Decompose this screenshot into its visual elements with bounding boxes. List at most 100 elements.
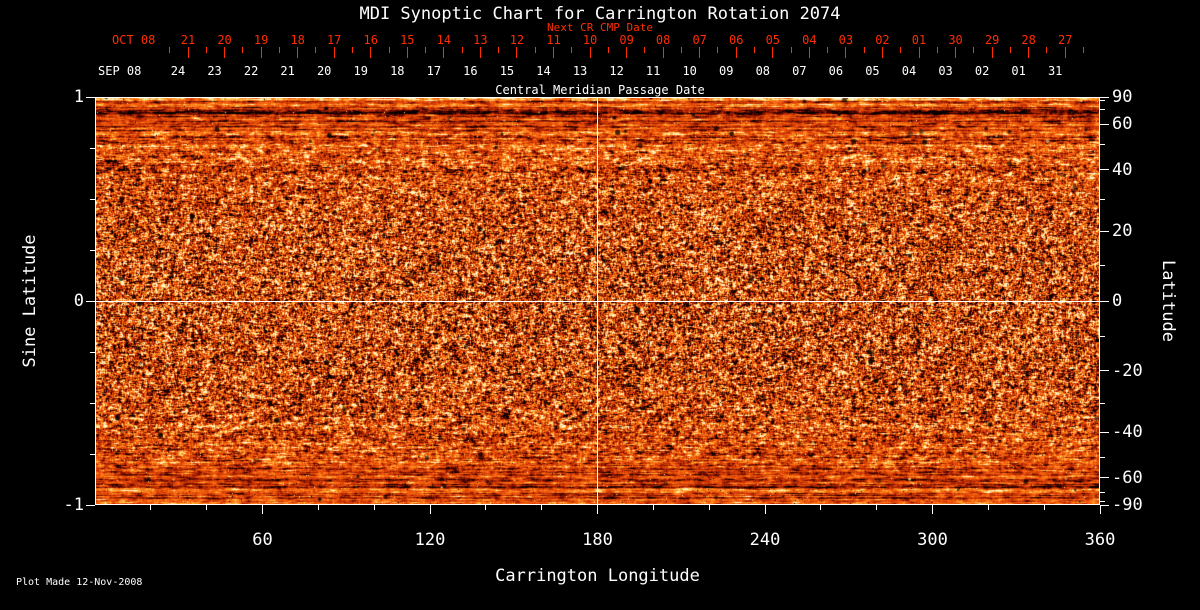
- right-minor-tick: [1100, 144, 1105, 145]
- cmp-date-label: 18: [379, 64, 415, 78]
- next-cr-minor-tick: [242, 47, 243, 53]
- next-cr-major-tick: [1065, 47, 1066, 58]
- bottom-minor-tick: [820, 505, 821, 510]
- cmp-date-label: 08: [745, 64, 781, 78]
- bottom-tick-label: 180: [568, 530, 628, 550]
- next-cr-major-tick: [919, 47, 920, 58]
- right-minor-tick: [1100, 492, 1105, 493]
- next-cr-date-label: 07: [682, 33, 718, 47]
- bottom-minor-tick: [988, 505, 989, 510]
- bottom-minor-tick: [541, 505, 542, 510]
- right-tick-label: -60: [1112, 468, 1143, 488]
- next-cr-minor-tick: [937, 47, 938, 53]
- bottom-major-tick: [765, 505, 766, 514]
- left-tick-label: 0: [48, 291, 84, 311]
- right-minor-tick: [1100, 403, 1105, 404]
- next-cr-major-tick: [516, 47, 517, 58]
- next-cr-major-tick: [663, 47, 664, 58]
- right-minor-tick: [1100, 336, 1105, 337]
- bottom-minor-tick: [206, 505, 207, 510]
- bottom-minor-tick: [485, 505, 486, 510]
- next-cr-date-label: 29: [974, 33, 1010, 47]
- bottom-tick-label: 240: [735, 530, 795, 550]
- next-cr-minor-tick: [535, 47, 536, 53]
- next-cr-date-label: 14: [426, 33, 462, 47]
- left-tick-label: 1: [48, 87, 84, 107]
- next-cr-major-tick: [370, 47, 371, 58]
- next-cr-date-label: 03: [828, 33, 864, 47]
- next-cr-date-label: 10: [572, 33, 608, 47]
- next-cr-date-label: 16: [353, 33, 389, 47]
- cmp-date-label: 04: [891, 64, 927, 78]
- bottom-major-tick: [262, 505, 263, 514]
- cmp-month-label: SEP 08: [98, 64, 141, 78]
- next-cr-date-label: 21: [170, 33, 206, 47]
- right-minor-tick: [1100, 199, 1105, 200]
- next-cr-minor-tick: [1083, 47, 1084, 53]
- left-tick-label: -1: [48, 495, 84, 515]
- next-cr-date-label: 18: [280, 33, 316, 47]
- next-cr-minor-tick: [681, 47, 682, 53]
- cmp-date-label: 02: [964, 64, 1000, 78]
- next-cr-major-tick: [626, 47, 627, 58]
- next-cr-date-label: 19: [243, 33, 279, 47]
- next-cr-major-tick: [845, 47, 846, 58]
- next-cr-major-tick: [992, 47, 993, 58]
- next-cr-minor-tick: [754, 47, 755, 53]
- next-cr-date-label: 01: [901, 33, 937, 47]
- bottom-major-tick: [932, 505, 933, 514]
- bottom-tick-label: 300: [903, 530, 963, 550]
- next-cr-major-tick: [297, 47, 298, 58]
- cmp-date-label: 12: [599, 64, 635, 78]
- right-tick-label: 90: [1112, 87, 1132, 107]
- right-major-tick: [1100, 124, 1109, 125]
- right-tick-label: 40: [1112, 160, 1132, 180]
- bottom-major-tick: [1100, 505, 1101, 514]
- right-tick-label: -20: [1112, 361, 1143, 381]
- cmp-date-label: 21: [270, 64, 306, 78]
- next-cr-minor-tick: [462, 47, 463, 53]
- next-cr-major-tick: [590, 47, 591, 58]
- next-cr-date-label: 05: [755, 33, 791, 47]
- next-cr-date-label: 27: [1047, 33, 1083, 47]
- next-cr-date-label: 17: [316, 33, 352, 47]
- next-cr-date-label: 30: [938, 33, 974, 47]
- next-cr-date-label: 08: [645, 33, 681, 47]
- right-minor-tick: [1100, 109, 1105, 110]
- next-cr-major-tick: [407, 47, 408, 58]
- right-minor-tick: [1100, 265, 1105, 266]
- cmp-date-label: 14: [526, 64, 562, 78]
- next-cr-date-label: 12: [499, 33, 535, 47]
- next-cr-date-label: 06: [718, 33, 754, 47]
- next-cr-date-label: 20: [207, 33, 243, 47]
- next-cr-major-tick: [480, 47, 481, 58]
- next-cr-minor-tick: [608, 47, 609, 53]
- next-cr-major-tick: [1028, 47, 1029, 58]
- cmp-date-label: 24: [160, 64, 196, 78]
- right-minor-tick: [1100, 501, 1105, 502]
- cmp-date-label: 16: [452, 64, 488, 78]
- left-major-tick: [86, 97, 95, 98]
- cmp-date-label: 10: [672, 64, 708, 78]
- next-cr-date-label: 15: [389, 33, 425, 47]
- right-major-tick: [1100, 432, 1109, 433]
- cmp-date-label: 19: [343, 64, 379, 78]
- right-tick-label: 60: [1112, 114, 1132, 134]
- cmp-date-label: 09: [708, 64, 744, 78]
- cmp-date-label: 31: [1037, 64, 1073, 78]
- right-major-tick: [1100, 231, 1109, 232]
- next-cr-date-label: 02: [864, 33, 900, 47]
- next-cr-major-tick: [188, 47, 189, 58]
- next-cr-minor-tick: [279, 47, 280, 53]
- right-minor-tick: [1100, 100, 1105, 101]
- next-cr-major-tick: [553, 47, 554, 58]
- next-cr-major-tick: [261, 47, 262, 58]
- right-tick-label: -40: [1112, 422, 1143, 442]
- bottom-minor-tick: [150, 505, 151, 510]
- next-cr-minor-tick: [644, 47, 645, 53]
- cmp-axis-title: Central Meridian Passage Date: [492, 83, 708, 97]
- next-cr-minor-tick: [973, 47, 974, 53]
- mdi-synoptic-chart: MDI Synoptic Chart for Carrington Rotati…: [0, 0, 1200, 610]
- next-cr-minor-tick: [864, 47, 865, 53]
- bottom-minor-tick: [709, 505, 710, 510]
